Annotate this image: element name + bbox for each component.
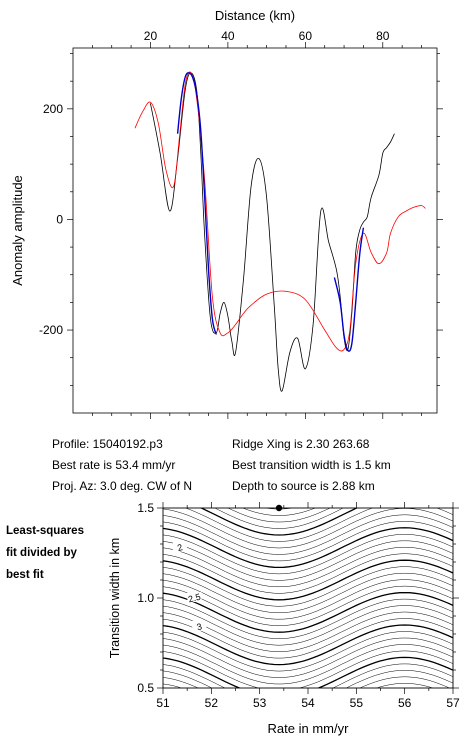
contour-minor [163, 566, 453, 607]
profile-label: Profile: 15040192.p3 [52, 437, 163, 451]
contour-minor [163, 521, 453, 562]
x-tick-label: 55 [350, 696, 364, 710]
best-rate-label: Best rate is 53.4 mm/yr [52, 458, 176, 472]
x-tick-label: 52 [205, 696, 219, 710]
x-tick-label: 53 [253, 696, 267, 710]
contour-label: 2 [176, 542, 183, 553]
contour-major [163, 624, 453, 666]
contour-minor [163, 514, 453, 555]
model-profile-line [134, 71, 426, 352]
side-note-line-3: best fit [6, 569, 44, 581]
contour-minor [163, 392, 453, 432]
y-tick-label: -200 [39, 323, 63, 337]
contour-major [199, 508, 453, 536]
contour-label-bg [192, 620, 207, 631]
contour-label-bg [172, 541, 187, 552]
contour-minor [163, 676, 451, 688]
y-axis-label: Transition width in km [108, 538, 122, 658]
x-axis-label: Distance (km) [215, 8, 295, 23]
contour-minor [163, 644, 453, 685]
contour-minor [163, 611, 453, 652]
y-axis-label: Anomaly amplitude [10, 175, 25, 286]
contour-major [163, 656, 453, 688]
x-tick-label: 20 [144, 29, 158, 43]
contour-minor [163, 637, 453, 678]
contour-label: 3 [196, 621, 203, 632]
contour-major [163, 591, 453, 633]
contour-minor [163, 534, 453, 575]
side-note-line-2: fit divided by [6, 547, 77, 559]
contour-minor [163, 618, 453, 659]
fit-window-line-right [333, 227, 365, 352]
x-tick-label: 40 [221, 29, 235, 43]
contour-minor [227, 508, 331, 523]
contour-minor [163, 572, 453, 614]
x-tick-label: 57 [446, 696, 460, 710]
y-tick-label: 0.5 [137, 681, 154, 695]
misfit-contour-chart: 51 52 53 54 55 56 57 0.5 1.0 1.5 Rate in mm/yr Tran… [108, 392, 460, 736]
contour-minor [184, 508, 453, 542]
contour-minor [163, 683, 434, 688]
x-tick-label: 56 [398, 696, 412, 710]
x-axis-label: Rate in mm/yr [268, 721, 350, 736]
contour-minor [163, 540, 453, 581]
contour-minor [163, 605, 453, 646]
best-fit-marker [275, 504, 283, 512]
depth-to-source-label: Depth to source is 2.88 km [232, 479, 375, 493]
x-tick-label: 51 [156, 696, 170, 710]
side-note-line-1: Least-squares [6, 525, 84, 537]
contour-minor [163, 663, 453, 688]
contour-minor [163, 631, 453, 672]
x-tick-label: 60 [299, 29, 313, 43]
contour-major [163, 527, 453, 569]
contour-minor [163, 585, 453, 626]
contour-minor [163, 598, 453, 639]
contour-minor [163, 553, 453, 594]
contour-minor [163, 650, 453, 688]
y-tick-label: 200 [43, 102, 63, 116]
x-tick-label: 54 [301, 696, 315, 710]
ridge-crossing-label: Ridge Xing is 2.30 263.68 [232, 437, 370, 451]
contour-minor [242, 508, 316, 516]
contour-major [163, 559, 453, 601]
observed-profile-line [150, 72, 395, 392]
y-tick-label: 1.0 [137, 591, 154, 605]
contour-minor [214, 508, 344, 529]
x-tick-label: 80 [376, 29, 390, 43]
projection-azimuth-label: Proj. Az: 3.0 deg. CW of N [52, 479, 193, 493]
anomaly-chart: 20 40 60 80 -200 0 200 Distance (km) Anomaly amp… [10, 8, 443, 419]
contour-minor [163, 546, 453, 588]
fit-window-line-left [176, 72, 217, 335]
plot-frame [72, 47, 438, 414]
contour-label-bg [187, 592, 202, 602]
best-transition-width-label: Best transition width is 1.5 km [232, 458, 391, 472]
contour-minor [163, 579, 453, 620]
y-tick-label: 1.5 [137, 501, 154, 515]
y-tick-label: 0 [56, 212, 63, 226]
contour-label: 2.5 [187, 592, 202, 605]
contour-major [163, 398, 453, 438]
contour-frame [162, 507, 454, 689]
